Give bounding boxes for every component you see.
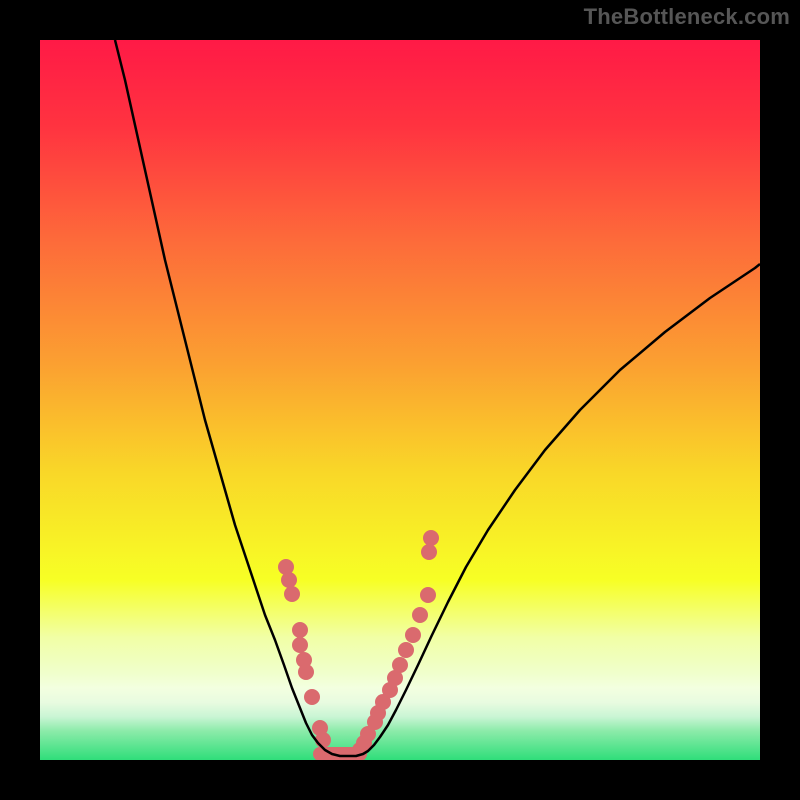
marker-dot <box>298 664 314 680</box>
marker-dot <box>421 544 437 560</box>
marker-dot <box>292 622 308 638</box>
marker-dot <box>281 572 297 588</box>
marker-dot <box>412 607 428 623</box>
marker-dot <box>284 586 300 602</box>
marker-dot <box>398 642 414 658</box>
marker-dot <box>304 689 320 705</box>
marker-dot <box>315 732 331 748</box>
chart-container: TheBottleneck.com <box>0 0 800 800</box>
marker-dot <box>405 627 421 643</box>
chart-svg <box>40 40 760 760</box>
watermark-text: TheBottleneck.com <box>584 4 790 30</box>
marker-dot <box>292 637 308 653</box>
marker-dot <box>420 587 436 603</box>
marker-dot <box>392 657 408 673</box>
marker-dot <box>423 530 439 546</box>
chart-plot-area <box>40 40 760 760</box>
